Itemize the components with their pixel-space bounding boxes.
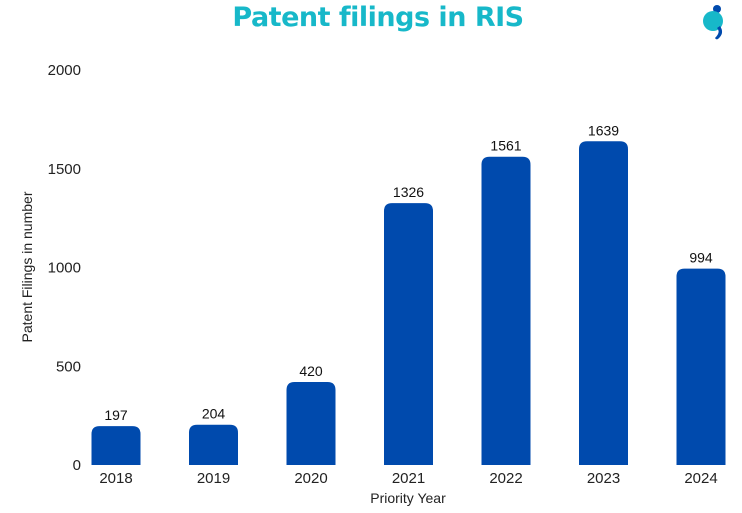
data-label-2018: 197: [104, 407, 128, 423]
y-tick-label: 1500: [48, 161, 81, 178]
bar-2021: [384, 203, 433, 466]
y-axis: 0 500 1000 1500 2000: [48, 62, 81, 474]
data-label-2023: 1639: [588, 122, 619, 138]
x-axis: 2018 2019 2020 2021 2022 2023 2024: [99, 470, 717, 487]
x-tick-label-2021: 2021: [392, 470, 425, 487]
x-tick-label-2022: 2022: [489, 470, 522, 487]
data-label-2019: 204: [202, 406, 226, 422]
x-axis-label: Priority Year: [370, 490, 446, 506]
bar-2019: [189, 424, 238, 465]
y-tick-label: 500: [56, 358, 81, 375]
bar-2022: [481, 156, 531, 465]
bar-2024: [676, 268, 726, 465]
data-label-2021: 1326: [393, 184, 424, 200]
bar-2020: [286, 382, 336, 465]
y-tick-label: 2000: [48, 62, 81, 79]
brand-logo-icon: [703, 5, 723, 40]
data-label-2024: 994: [689, 250, 713, 266]
data-label-2022: 1561: [490, 138, 521, 154]
y-tick-label: 0: [73, 457, 81, 474]
x-tick-label-2024: 2024: [684, 470, 717, 487]
x-tick-label-2023: 2023: [587, 470, 620, 487]
x-tick-label-2020: 2020: [294, 470, 327, 487]
chart-title: Patent filings in RIS: [232, 2, 524, 33]
bar-2023: [579, 141, 628, 466]
bar-series: [91, 141, 726, 466]
data-labels: 197 204 420 1326 1561 1639 994: [104, 122, 713, 423]
y-axis-label: Patent Filings in number: [19, 191, 35, 342]
bar-2018: [91, 426, 141, 465]
data-label-2020: 420: [299, 363, 323, 379]
x-tick-label-2018: 2018: [99, 470, 132, 487]
y-tick-label: 1000: [48, 260, 81, 277]
x-tick-label-2019: 2019: [197, 470, 230, 487]
